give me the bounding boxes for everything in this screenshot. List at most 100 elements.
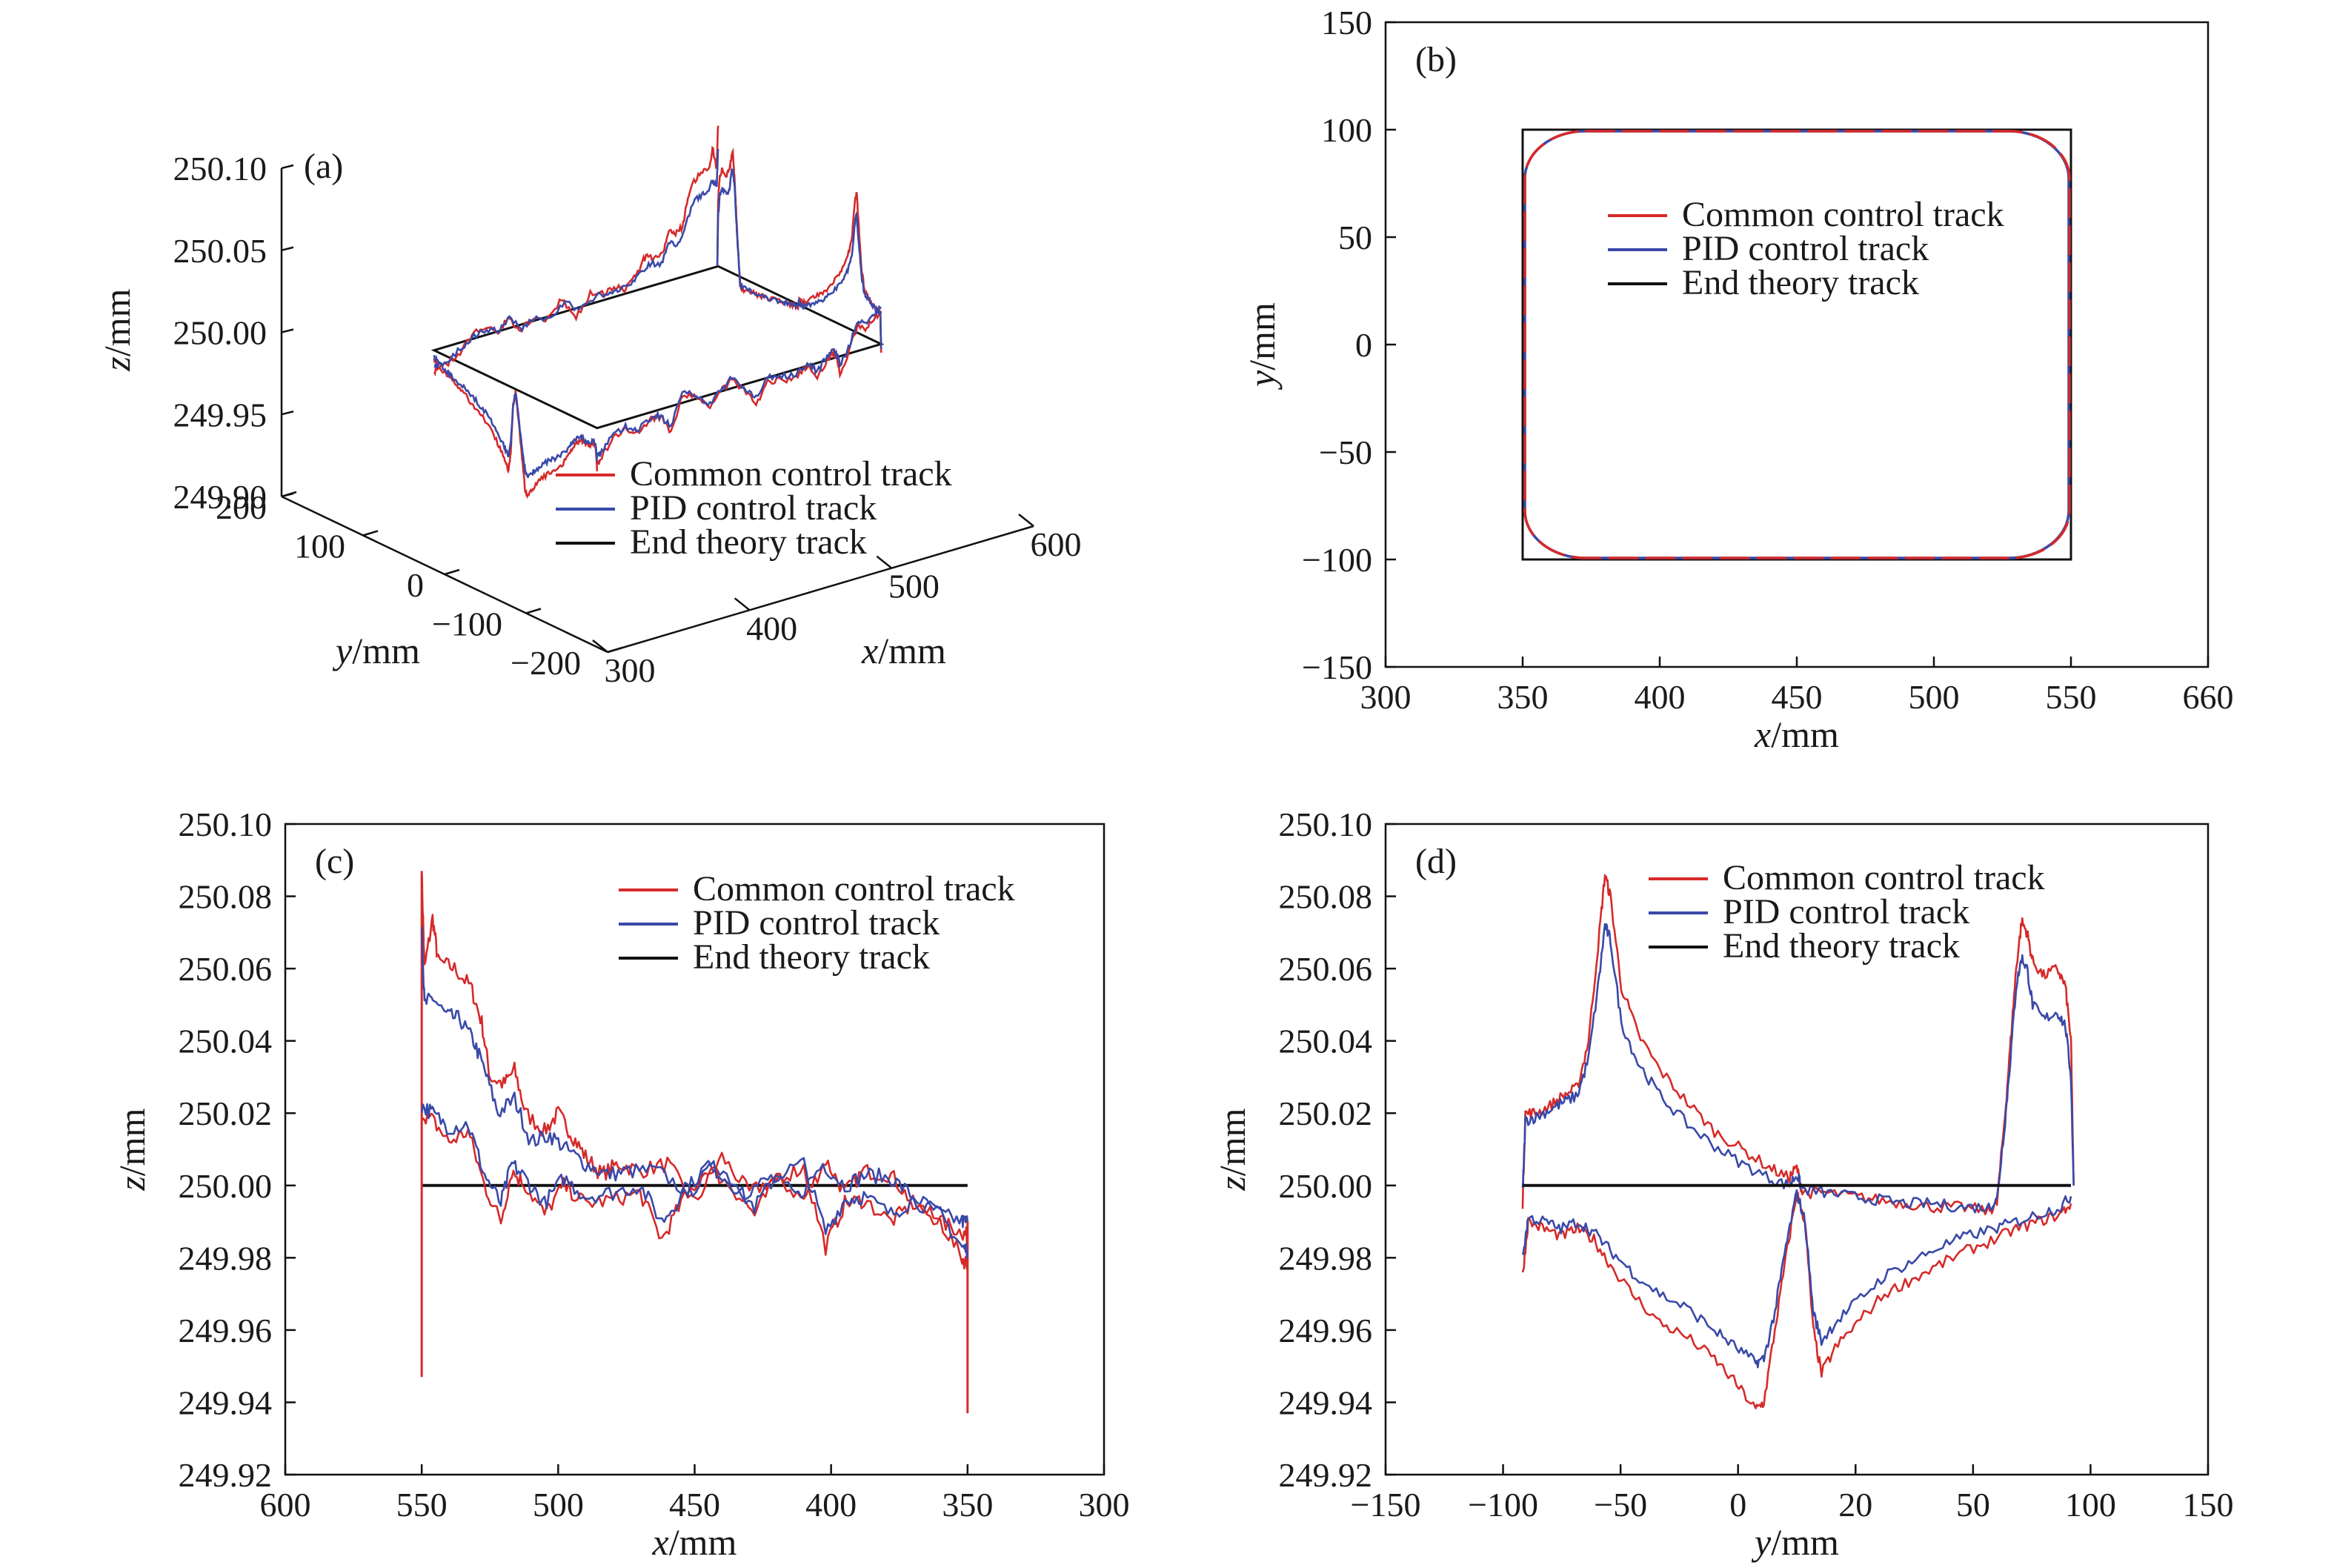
y-tick-mark (525, 608, 542, 614)
x-tick-mark (734, 597, 751, 611)
z-tick-label: 249.90 (173, 478, 267, 516)
pid-control-track-legend-label: PID control track (693, 903, 940, 943)
z-axis-label: z/mm (96, 288, 138, 371)
panel-d-yz-track: −150 −100 −50 0 20 50 100 150 250.10 250.08 250.06… (1211, 805, 2234, 1563)
y-tick-label: 250.08 (179, 878, 273, 916)
y-tick-label: 250.02 (179, 1094, 273, 1132)
y-tick-label: 250.10 (1279, 805, 1373, 843)
end-theory-track-legend-label: End theory track (693, 937, 930, 977)
end-theory-track-legend-label: End theory track (1723, 926, 1960, 966)
plot-frame (1384, 21, 2210, 668)
x-tick-label: 300 (1360, 678, 1412, 716)
x-tick-label: 400 (1635, 678, 1686, 716)
x-tick-label: 400 (746, 609, 797, 647)
common-control-track-line (1521, 874, 2075, 1215)
x-tick-mark (592, 640, 608, 653)
x-tick-label: 300 (1079, 1486, 1130, 1524)
x-tick-label: 500 (888, 568, 940, 605)
y-tick-label: −100 (432, 605, 502, 643)
y-tick-label: 250.08 (1279, 878, 1373, 916)
y-tick-label: 150 (1321, 4, 1372, 41)
y-tick-label: −50 (1319, 433, 1372, 471)
y-tick-label: 249.94 (179, 1383, 273, 1421)
y-tick-label: −100 (1302, 541, 1372, 579)
x-tick-label: 50 (1956, 1486, 1990, 1524)
y-tick-label: −150 (1302, 648, 1372, 686)
y-tick-label: 250.06 (179, 950, 273, 988)
x-tick-label: −100 (1468, 1486, 1538, 1524)
common-control-track-line (1523, 130, 2071, 559)
y-tick-mark (444, 568, 460, 576)
common-control-track-legend-label: Common control track (693, 869, 1015, 908)
pid-control-track-line (420, 926, 969, 1229)
x-tick-label: 0 (1729, 1486, 1746, 1524)
y-tick-label: 0 (407, 566, 424, 604)
z-tick-label: 249.95 (173, 396, 267, 433)
common-control-track-line (596, 310, 882, 466)
y-tick-mark (362, 530, 379, 536)
x-tick-label: 450 (1772, 678, 1823, 716)
x-tick-label: 600 (260, 1486, 311, 1524)
y-tick-label: 100 (294, 528, 345, 565)
common-control-track-line (420, 875, 969, 1244)
x-tick-label: 100 (2065, 1486, 2116, 1524)
z-tick-mark (281, 246, 294, 251)
y-tick-label: 250.06 (1279, 950, 1373, 988)
x-tick-label: 300 (605, 651, 656, 689)
y-tick-label: 250.04 (1279, 1023, 1373, 1060)
y-tick-label: 250.00 (179, 1167, 273, 1205)
z-tick-mark (281, 411, 294, 416)
end-theory-track-legend-label: End theory track (630, 522, 867, 562)
pid-control-track-line (420, 1103, 969, 1259)
x-axis-label: y/mm (1751, 1521, 1839, 1563)
y-tick-label: 249.98 (1279, 1239, 1373, 1277)
y-axis-label: y/mm (332, 630, 420, 671)
pid-control-track-legend-label: PID control track (1682, 229, 1929, 268)
common-control-track-legend-label: Common control track (1723, 858, 2045, 897)
x-tick-label: 660 (2183, 678, 2234, 716)
y-tick-label: 250.10 (179, 805, 273, 843)
x-tick-label: 450 (669, 1486, 720, 1524)
panel-label: (a) (304, 147, 343, 186)
y-tick-label: −200 (511, 644, 581, 682)
y-tick-label: 250.00 (1279, 1167, 1373, 1205)
y-tick-mark (281, 491, 297, 498)
x-tick-label: 350 (942, 1486, 993, 1524)
x-tick-label: −150 (1351, 1486, 1421, 1524)
z-tick-label: 250.10 (173, 150, 267, 187)
y-tick-label: 50 (1338, 219, 1372, 256)
z-tick-label: 250.05 (173, 232, 267, 270)
x-axis-label: x/mm (861, 630, 946, 671)
x-tick-label: 150 (2183, 1486, 2234, 1524)
pid-control-track-line (716, 167, 882, 349)
panel-label: (d) (1415, 842, 1457, 881)
pid-control-track-line (1521, 1189, 2072, 1369)
y-tick-label: 249.98 (179, 1239, 273, 1277)
z-tick-label: 250.00 (173, 314, 267, 352)
x-axis-line (607, 525, 1034, 654)
panel-a-3d-track: 250.10 250.05 250.00 249.95 249.90 z/mm 200 100… (96, 125, 1082, 689)
y-tick-label: 0 (1355, 326, 1372, 364)
panel-label: (c) (315, 842, 354, 881)
pid-control-track-legend-label: PID control track (630, 488, 877, 528)
common-control-track-legend-label: Common control track (630, 454, 952, 494)
x-axis-label: x/mm (652, 1521, 737, 1563)
y-axis-label: z/mm (1211, 1108, 1253, 1191)
x-tick-label: 600 (1031, 525, 1082, 563)
y-tick-label: 100 (1321, 111, 1372, 149)
y-tick-label: 250.04 (179, 1023, 273, 1060)
y-axis-label: y/mm (1241, 302, 1283, 391)
end-theory-track-line (1521, 128, 2072, 561)
z-tick-mark (281, 328, 294, 333)
y-tick-label: 249.96 (179, 1312, 273, 1349)
y-tick-label: 250.02 (1279, 1094, 1373, 1132)
pid-control-track-line (1521, 923, 2075, 1214)
end-theory-track-line (430, 265, 885, 430)
x-tick-label: 20 (1838, 1486, 1872, 1524)
plot-frame (1384, 823, 2210, 1476)
pid-control-track-legend-label: PID control track (1723, 892, 1969, 931)
x-tick-label: 500 (1909, 678, 1960, 716)
y-tick-label: 249.94 (1279, 1383, 1373, 1421)
x-tick-label: 350 (1497, 678, 1549, 716)
